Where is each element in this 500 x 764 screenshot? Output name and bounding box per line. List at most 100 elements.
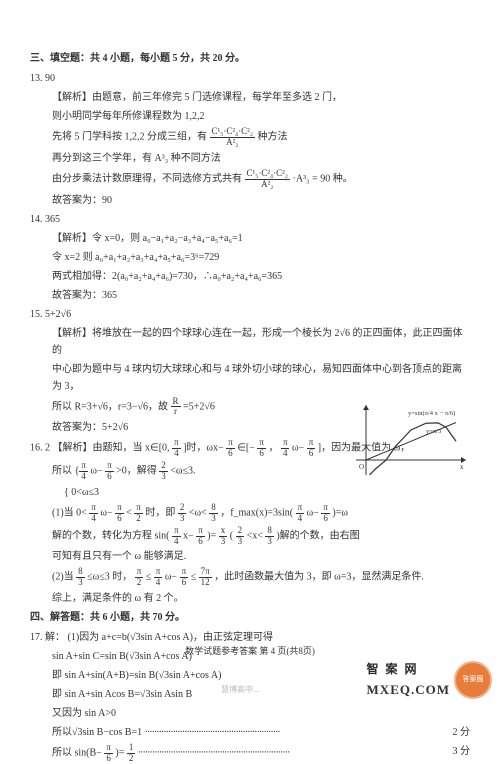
text: ，此时函数最大值为 3，即 ω=3，显然满足条件.: [214, 572, 424, 583]
text: (1)因为 a+c=b(√3sin A+cos A)，由正弦定理可得: [68, 632, 273, 643]
text: x−: [183, 530, 194, 541]
page-footer: 数学试题参考答案 第 4 页(共8页): [0, 644, 500, 659]
fraction: x3: [219, 526, 228, 547]
fraction: 12: [127, 743, 136, 764]
q17-line: 所以√3sin B−cos B=1 ······················…: [30, 724, 470, 741]
fraction: π4: [172, 438, 181, 459]
fraction: π6: [196, 526, 205, 547]
text: ]时，ωx−: [183, 443, 224, 454]
fraction: 23: [236, 526, 245, 547]
text: )=ω: [332, 508, 348, 519]
fraction: π6: [180, 567, 189, 588]
q16-line: 可知有且只有一个 ω 能够满足.: [30, 548, 470, 565]
text: =5+2√6: [183, 401, 215, 412]
q16-line: { 0<ω≤3: [30, 484, 470, 501]
q13-line: 由分步乘法计数原理得，不同选修方式共有 C¹₅·C²₄·C²₂A²₂ ·A³₃ …: [30, 169, 470, 190]
q15-line: 中心即为题中与 4 球内切大球球心和与 4 球外切小球的球心，易知四面体中心到各…: [30, 361, 470, 395]
watermark-wechat: 慧博高中...: [221, 683, 259, 697]
section-3-title: 三、填空题：共 4 小题，每小题 5 分，共 20 分。: [30, 50, 470, 67]
fraction: π4: [89, 503, 98, 524]
fraction: 7π12: [199, 567, 212, 588]
text: ω−: [307, 508, 319, 519]
fraction: π6: [307, 438, 316, 459]
text: ω−: [292, 443, 304, 454]
function-graph: Oxy=sin(π/4 x − π/6)y=x/3: [356, 405, 466, 475]
fraction: π4: [154, 567, 163, 588]
text: ，f_max(x)=3sin(: [220, 508, 293, 519]
fraction: C¹₅·C²₄·C²₂A²₂: [245, 169, 291, 190]
fraction: π6: [321, 503, 330, 524]
q13-line: 则小明同学每年所修课程数为 1,2,2: [30, 108, 470, 125]
fraction: π6: [226, 438, 235, 459]
text: <x<: [247, 530, 263, 541]
fraction: 23: [159, 461, 168, 482]
fraction: π6: [104, 743, 113, 764]
q14-line: 令 x=2 则 a₀+a₁+a₂+a₃+a₄+a₅+a₆=3⁶=729: [30, 249, 470, 266]
text: (1)当 0<: [52, 508, 87, 519]
fraction: 83: [265, 526, 274, 547]
text: 种方法: [258, 132, 288, 143]
watermark-group: 智 案 网 MXEQ.COM 答案圈: [367, 659, 492, 701]
text: <: [126, 508, 132, 519]
text: ·A³₃ = 90 种。: [293, 173, 353, 184]
fraction: π2: [134, 503, 143, 524]
fraction: π6: [115, 503, 124, 524]
q17-line: 又因为 sin A>0: [30, 705, 470, 722]
fraction: π6: [257, 438, 266, 459]
points: 2 分: [453, 724, 471, 741]
text: ∈[−: [237, 443, 255, 454]
watermark-url: MXEQ.COM: [367, 679, 450, 701]
q16-line: (1)当 0< π4 ω− π6 < π2 时，即 23 <ω< 83 ，f_m…: [30, 503, 470, 524]
text: 所以 sin(B−: [52, 748, 102, 759]
text: (: [230, 530, 233, 541]
q14-answer: 故答案为：365: [30, 287, 470, 304]
q16-line: 解的个数，转化为方程 sin( π4 x− π6 )= x3 ( 23 <x< …: [30, 526, 470, 547]
text: (2)当: [52, 572, 74, 583]
q13-line: 再分到这三个学年，有 A³₃ 种不同方法: [30, 150, 470, 167]
fraction: 83: [76, 567, 85, 588]
fraction: π2: [135, 567, 144, 588]
svg-text:O: O: [359, 463, 364, 471]
text: ≤ω≤3 时，: [87, 572, 132, 583]
text: <ω<: [189, 508, 207, 519]
watermark-text: 智 案 网: [367, 659, 450, 679]
q14-line: 【解析】令 x=0，则 a₀−a₁+a₂−a₃+a₄−a₅+a₆=1: [30, 230, 470, 247]
fraction: Rr: [171, 397, 181, 418]
svg-text:x: x: [460, 463, 464, 471]
q13-line: 【解析】由题意，前三年修完 5 门选修课程，每学年至多选 2 门，: [30, 89, 470, 106]
text: ω−: [100, 508, 112, 519]
text: ，: [268, 443, 278, 454]
text: )=: [207, 530, 216, 541]
q13-line: 先将 5 门学科按 1,2,2 分成三组，有 C¹₅·C²₄·C²₂A²₂ 种方…: [30, 127, 470, 148]
text: 由分步乘法计数原理得，不同选修方式共有: [52, 173, 242, 184]
svg-text:y=sin(π/4 x − π/6): y=sin(π/4 x − π/6): [408, 410, 455, 417]
fraction: C¹₅·C²₄·C²₂A²₂: [210, 127, 256, 148]
fraction: 23: [178, 503, 187, 524]
text: ω−: [165, 572, 177, 583]
text: 16. 2: [30, 443, 50, 454]
text: 先将 5 门学科按 1,2,2 分成三组，有: [52, 132, 207, 143]
points: 3 分: [453, 743, 471, 760]
fraction: π4: [281, 438, 290, 459]
text: ω−: [90, 466, 102, 477]
text: 【解析】由题知，当 x∈[0,: [53, 443, 170, 454]
q15-line: 【解析】将堆放在一起的四个球球心连在一起，形成一个棱长为 2√6 的正四面体，此…: [30, 325, 470, 359]
section-4-title: 四、解答题：共 6 小题，共 70 分。: [30, 609, 470, 626]
text: 时，即: [145, 508, 175, 519]
text: )解的个数，由右图: [276, 530, 359, 541]
q14-line: 两式相加得：2(a₀+a₂+a₄+a₆)=730，∴a₀+a₂+a₄+a₆=36…: [30, 268, 470, 285]
text: 17. 解：: [30, 632, 65, 643]
q15-num: 15. 5+2√6: [30, 306, 470, 323]
q16-line: 综上，满足条件的 ω 有 2 个。: [30, 590, 470, 607]
fraction: π4: [79, 461, 88, 482]
fraction: 83: [209, 503, 218, 524]
text: >0，解得: [116, 466, 157, 477]
fraction: π4: [296, 503, 305, 524]
q17-line: 所以 sin(B− π6 )= 12 ·····················…: [30, 743, 470, 764]
text: ≤: [191, 572, 197, 583]
text: <ω≤3.: [170, 466, 195, 477]
text: ≤: [146, 572, 152, 583]
fraction: π6: [105, 461, 114, 482]
text: )=: [115, 748, 124, 759]
text: 所以 R=3+√6，r=3−√6，故: [52, 401, 168, 412]
